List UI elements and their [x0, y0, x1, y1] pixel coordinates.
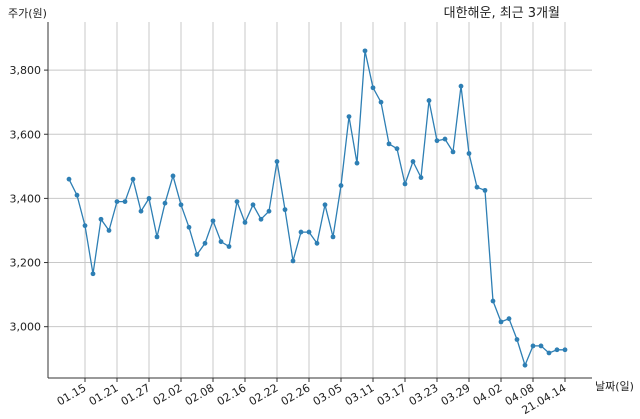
data-point: [554, 347, 560, 353]
data-point: [418, 175, 424, 180]
x-tick-label: 03.05: [311, 381, 345, 408]
data-point: [170, 173, 176, 179]
data-point: [530, 343, 536, 349]
y-tick-label: 3,400: [10, 192, 42, 205]
data-point: [514, 337, 520, 342]
data-point: [338, 183, 344, 188]
data-point: [410, 159, 416, 164]
axes: [44, 22, 592, 382]
data-point: [258, 216, 264, 222]
data-point: [538, 343, 544, 349]
grid-lines: [48, 22, 592, 378]
data-point: [122, 199, 128, 205]
data-point: [426, 98, 432, 103]
data-point: [242, 220, 248, 225]
data-point: [146, 195, 152, 201]
data-point: [202, 240, 208, 246]
x-tick-label: 03.29: [439, 381, 473, 408]
data-point: [314, 240, 320, 246]
x-tick-label: 02.22: [247, 381, 281, 408]
data-point: [498, 319, 504, 325]
data-point: [210, 218, 216, 224]
y-tick-label: 3,200: [10, 257, 42, 270]
data-point: [546, 350, 552, 356]
data-point: [506, 316, 512, 322]
x-tick-label: 02.26: [279, 381, 313, 408]
x-tick-label: 02.16: [215, 381, 249, 408]
data-point: [106, 228, 112, 233]
x-tick-label: 02.02: [151, 381, 185, 408]
data-point: [386, 141, 392, 147]
data-point: [82, 223, 88, 229]
data-point: [250, 202, 256, 208]
x-tick-label: 04.02: [471, 381, 505, 408]
y-tick-labels: 3,000 3,200 3,400 3,600 3,800: [10, 64, 42, 334]
data-point: [474, 184, 480, 190]
x-tick-label: 01.27: [119, 381, 153, 408]
y-tick-label: 3,800: [10, 64, 42, 77]
y-axis-label: 주가(원): [8, 7, 47, 20]
data-point: [162, 200, 168, 206]
data-point: [450, 149, 456, 155]
x-tick-label: 03.17: [375, 381, 409, 408]
data-point: [66, 176, 72, 182]
data-point: [114, 199, 120, 205]
data-point: [306, 229, 312, 235]
data-point: [130, 176, 136, 182]
data-point: [154, 234, 160, 240]
data-point: [522, 362, 528, 368]
y-tick-label: 3,600: [10, 128, 42, 141]
data-point: [482, 187, 488, 193]
data-point: [322, 202, 328, 208]
data-point: [90, 271, 96, 277]
x-tick-label: 01.21: [87, 381, 121, 408]
x-tick-labels: 01.1501.2101.2702.0202.0802.1602.2202.26…: [55, 381, 569, 417]
chart-title: 대한해운, 최근 3개월: [444, 6, 560, 21]
x-tick-label: 03.23: [407, 381, 441, 408]
data-point: [282, 207, 288, 213]
data-point: [434, 138, 440, 144]
data-point: [178, 202, 184, 208]
data-point: [362, 48, 368, 54]
data-point: [330, 234, 336, 240]
data-point: [466, 151, 472, 156]
data-point: [346, 114, 352, 120]
data-point: [458, 83, 464, 89]
data-point: [298, 229, 304, 235]
x-tick-label: 01.15: [55, 381, 89, 408]
data-point: [234, 199, 240, 205]
data-point: [562, 347, 568, 353]
data-point: [378, 99, 384, 105]
data-point: [354, 160, 360, 166]
data-point: [402, 181, 408, 187]
price-series: [66, 48, 568, 368]
data-point: [274, 159, 280, 164]
y-tick-label: 3,000: [10, 321, 42, 334]
price-line: [68, 50, 565, 368]
data-point: [138, 208, 144, 214]
data-point: [98, 216, 104, 222]
data-point: [490, 298, 496, 304]
x-axis-label: 날짜(일): [595, 379, 634, 393]
data-point: [194, 252, 200, 257]
data-point: [266, 208, 272, 214]
data-point: [394, 146, 400, 152]
data-point: [74, 192, 80, 198]
data-point: [370, 85, 376, 91]
data-point: [290, 258, 296, 264]
data-point: [186, 224, 192, 230]
data-point: [442, 136, 448, 142]
data-point: [226, 244, 232, 249]
data-point: [218, 239, 224, 245]
x-tick-label: 02.08: [183, 381, 217, 408]
x-tick-label: 03.11: [343, 381, 377, 408]
